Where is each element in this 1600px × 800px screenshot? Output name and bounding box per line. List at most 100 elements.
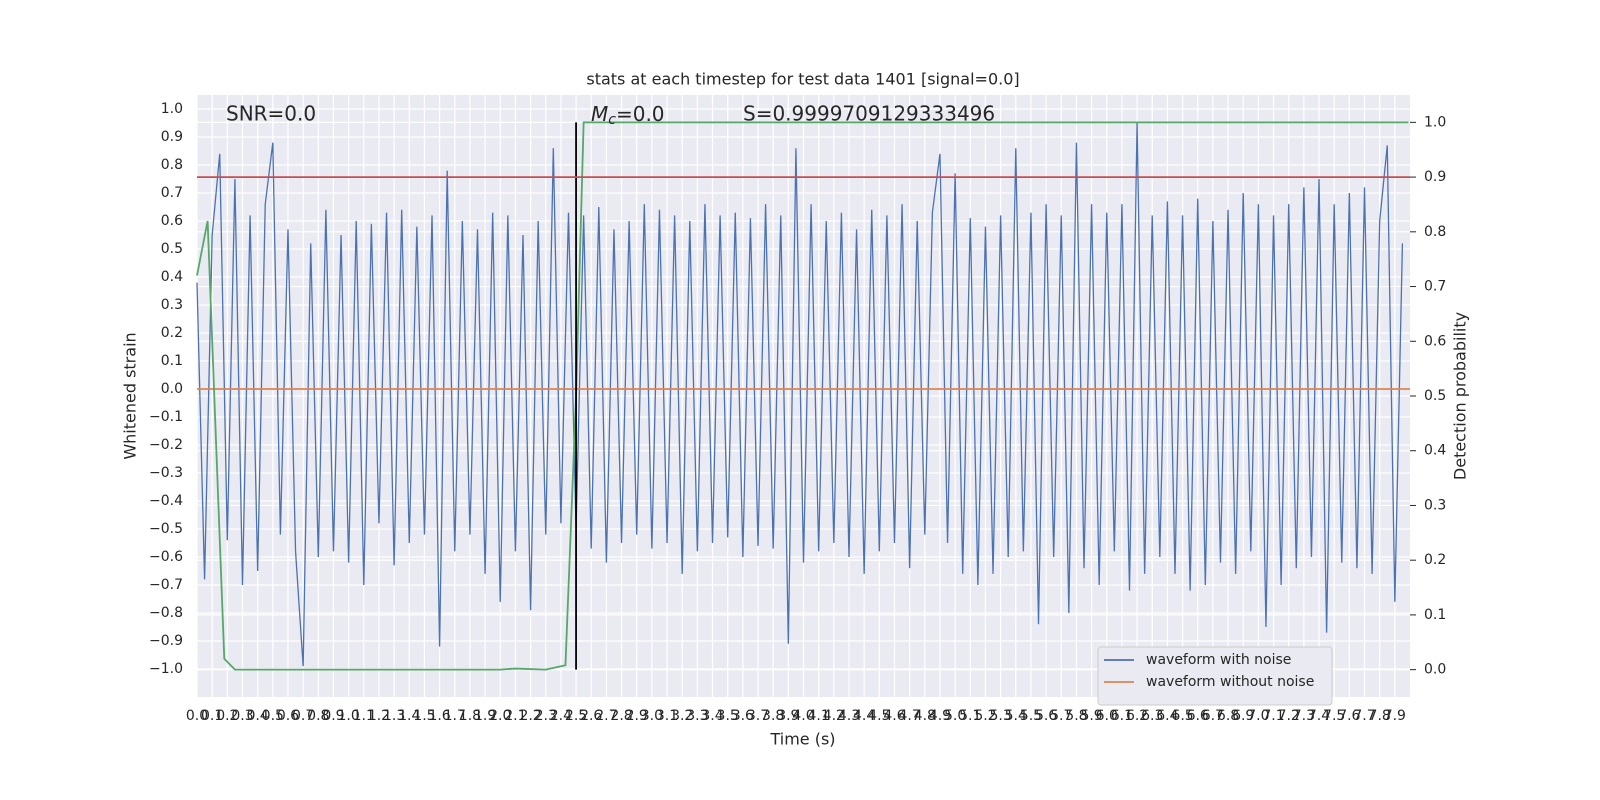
y2-tick-label: 0.9: [1424, 169, 1446, 185]
x-tick-label: 4.4: [853, 708, 875, 724]
mc-subscript: c: [608, 112, 616, 128]
y-tick-label: −0.9: [149, 633, 183, 649]
x-tick-label: 0.2: [216, 708, 238, 724]
mc-symbol: M: [591, 102, 608, 126]
x-tick-label: 7.8: [1369, 708, 1391, 724]
y2-tick-label: 0.7: [1424, 279, 1446, 295]
y-tick-label: 0.4: [161, 269, 183, 285]
x-tick-label: 1.9: [474, 708, 496, 724]
y-tick-label: 0.0: [161, 381, 183, 397]
x-tick-label: 3.7: [747, 708, 769, 724]
x-tick-label: 5.4: [1005, 708, 1027, 724]
x-tick-label: 7.4: [1308, 708, 1330, 724]
legend-label: waveform without noise: [1146, 674, 1314, 690]
x-tick-label: 2.7: [595, 708, 617, 724]
mc-text: =0.0: [616, 102, 665, 126]
x-tick-label: 6.2: [1126, 708, 1148, 724]
x-tick-label: 2.4: [550, 708, 572, 724]
y2-tick-label: 0.3: [1424, 497, 1446, 513]
x-tick-label: 1.7: [444, 708, 466, 724]
x-tick-label: 1.2: [368, 708, 390, 724]
y-tick-label: 0.9: [161, 129, 183, 145]
x-tick-label: 1.4: [398, 708, 420, 724]
y-tick-label: 0.8: [161, 157, 183, 173]
y-tick-label: −0.3: [149, 465, 183, 481]
y-tick-label: 0.6: [161, 213, 183, 229]
x-tick-label: 2.8: [610, 708, 632, 724]
x-tick-label: 5.6: [1035, 708, 1057, 724]
x-tick-label: 4.9: [929, 708, 951, 724]
x-tick-label: 0.4: [247, 708, 269, 724]
y-axis-label: Whitened strain: [121, 332, 140, 459]
x-tick-label: 4.6: [883, 708, 905, 724]
x-tick-label: 1.0: [337, 708, 359, 724]
x-tick-label: 2.5: [565, 708, 587, 724]
x-tick-label: 6.5: [1171, 708, 1193, 724]
legend-label: waveform with noise: [1146, 652, 1291, 668]
chart-title: stats at each timestep for test data 140…: [586, 70, 1019, 89]
marks: [196, 121, 1410, 671]
x-tick-label: 6.1: [1111, 708, 1133, 724]
x-tick-label: 1.8: [459, 708, 481, 724]
x-tick-label: 1.3: [383, 708, 405, 724]
y-tick-label: 0.2: [161, 325, 183, 341]
x-tick-label: 0.9: [322, 708, 344, 724]
legend: waveform with noise waveform without nois…: [1097, 646, 1333, 706]
series-line: [196, 121, 1409, 671]
y2-tick-label: 0.5: [1424, 388, 1446, 404]
x-tick-label: 3.5: [717, 708, 739, 724]
grid: [196, 95, 1410, 697]
x-tick-label: 5.9: [1080, 708, 1102, 724]
x-tick-label: 6.4: [1156, 708, 1178, 724]
y-tick-label: −0.5: [149, 521, 183, 537]
y-tick-label: 0.1: [161, 353, 183, 369]
x-tick-label: 7.5: [1323, 708, 1345, 724]
annotation-s: S=0.9999709129333496: [743, 102, 995, 126]
annotation-mc: Mc=0.0: [591, 102, 665, 129]
x-tick-label: 2.2: [519, 708, 541, 724]
x-tick-label: 7.3: [1293, 708, 1315, 724]
y2-tick-label: 0.1: [1424, 607, 1446, 623]
x-tick-label: 0.7: [292, 708, 314, 724]
x-tick-label: 4.3: [838, 708, 860, 724]
x-tick-label: 6.8: [1217, 708, 1239, 724]
x-tick-label: 2.3: [535, 708, 557, 724]
x-tick-label: 3.4: [701, 708, 723, 724]
x-tick-label: 7.9: [1384, 708, 1406, 724]
x-tick-label: 7.7: [1353, 708, 1375, 724]
y2-tick-label: 0.2: [1424, 552, 1446, 568]
y-tick-label: 0.7: [161, 185, 183, 201]
x-tick-label: 1.6: [428, 708, 450, 724]
y-tick-label: −0.8: [149, 605, 183, 621]
x-tick-label: 0.1: [201, 708, 223, 724]
x-tick-label: 5.0: [944, 708, 966, 724]
x-tick-label: 1.5: [413, 708, 435, 724]
x-tick-label: 2.0: [489, 708, 511, 724]
x-tick-label: 6.0: [1096, 708, 1118, 724]
x-tick-label: 6.9: [1232, 708, 1254, 724]
x-tick-label: 6.3: [1141, 708, 1163, 724]
x-tick-label: 4.0: [792, 708, 814, 724]
x-tick-label: 3.9: [777, 708, 799, 724]
x-tick-label: 0.8: [307, 708, 329, 724]
y-tick-label: −0.4: [149, 493, 183, 509]
x-tick-label: 4.2: [823, 708, 845, 724]
y-tick-label: 0.5: [161, 241, 183, 257]
x-tick-label: 1.1: [353, 708, 375, 724]
y-tick-label: −0.6: [149, 549, 183, 565]
y2-tick-label: 0.4: [1424, 443, 1446, 459]
x-tick-label: 7.1: [1262, 708, 1284, 724]
x-tick-label: 5.2: [974, 708, 996, 724]
y2-axis-label: Detection probability: [1451, 312, 1470, 480]
y2-tick-label: 0.6: [1424, 333, 1446, 349]
x-tick-label: 4.7: [899, 708, 921, 724]
y-tick-label: −0.1: [149, 409, 183, 425]
x-tick-label: 7.0: [1247, 708, 1269, 724]
y2-tick-label: 0.8: [1424, 224, 1446, 240]
x-tick-label: 7.6: [1338, 708, 1360, 724]
annotation-snr: SNR=0.0: [226, 102, 316, 126]
x-tick-label: 5.8: [1065, 708, 1087, 724]
x-tick-label: 5.3: [989, 708, 1011, 724]
y-tick-label: 1.0: [161, 101, 183, 117]
